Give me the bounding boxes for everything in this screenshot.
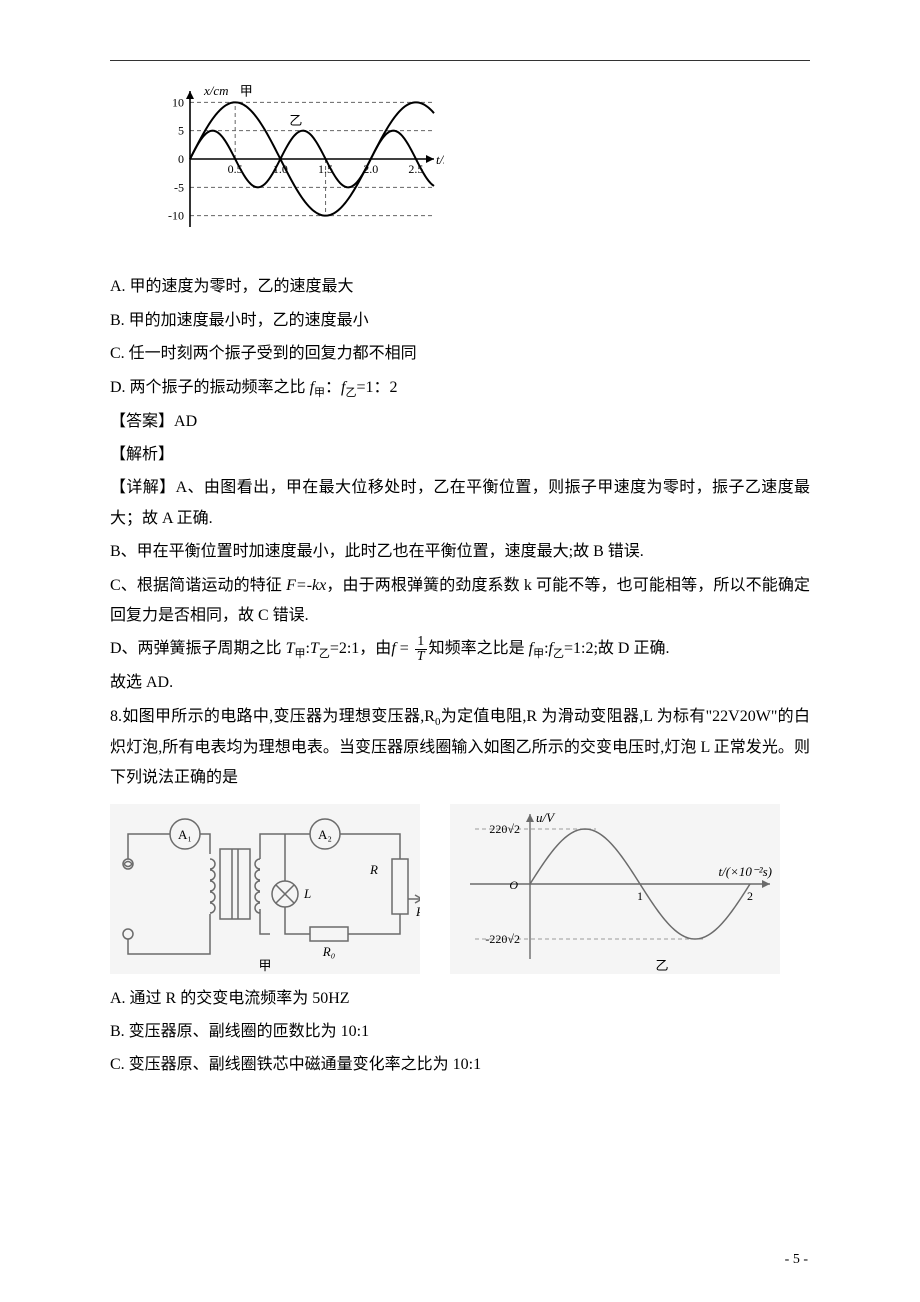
svg-text:-10: -10 [168,209,184,223]
detail-a: 【详解】A、由图看出，甲在最大位移处时，乙在平衡位置，则振子甲速度为零时，振子乙… [110,473,810,534]
jiexi-label: 【解析】 [110,440,810,470]
svg-text:1: 1 [637,889,643,903]
detail-label: 【详解】 [110,479,176,496]
detail-d: D、两弹簧振子周期之比 T甲:T乙=2:1，由f = 1T知频率之比是 f甲:f… [110,634,810,665]
sym-f-jia-sub-2: 甲 [533,649,544,661]
detail-c-pre: C、根据简谐运动的特征 [110,577,286,594]
svg-text:2: 2 [747,889,753,903]
option-b: B. 甲的加速度最小时，乙的速度最小 [110,306,810,336]
q8-option-b: B. 变压器原、副线圈的匝数比为 10:1 [110,1017,810,1047]
detail-d-mid2: 知频率之比是 [429,640,529,657]
detail-d-pre: D、两弹簧振子周期之比 [110,640,286,657]
q8-option-a: A. 通过 R 的交变电流频率为 50HZ [110,984,810,1014]
option-c: C. 任一时刻两个振子受到的回复力都不相同 [110,339,810,369]
voltage-sine-plot: 220√2 -220√2 O 1 2 u/V t/(×10⁻²s) 乙 [450,804,780,974]
sym-T-yi: T [310,640,319,657]
answer-line: 【答案】AD [110,407,810,437]
svg-text:P: P [415,904,420,919]
page-number: - 5 - [785,1247,808,1274]
oscillation-chart-svg: -10-505100.51.01.52.02.5x/cmt/s甲乙 [144,81,444,251]
sym-T-jia-sub: 甲 [294,649,305,661]
answer-value: AD [174,413,197,430]
circuit-diagram: A₁ A₂ L R₀ R P 甲 [110,804,420,974]
svg-text:u/V: u/V [536,810,556,825]
fraction-1-over-T: 1T [415,635,427,664]
detail-b: B、甲在平衡位置时加速度最小，此时乙也在平衡位置，速度最大;故 B 错误. [110,537,810,567]
svg-text:-220√2: -220√2 [485,932,520,946]
svg-text:t/s: t/s [436,152,444,167]
svg-text:5: 5 [178,124,184,138]
svg-text:t/(×10⁻²s): t/(×10⁻²s) [719,864,772,879]
frac-den: T [415,650,427,664]
frac-num: 1 [415,635,427,650]
svg-text:L: L [303,886,311,901]
svg-text:0: 0 [178,152,184,166]
option-d-mid: ： [325,379,341,396]
sym-T-yi-sub: 乙 [319,649,330,661]
svg-text:R₀: R₀ [322,944,335,959]
svg-text:A₁: A₁ [178,827,192,842]
svg-text:甲: 甲 [240,84,253,99]
detail-c: C、根据简谐运动的特征 F=-kx，由于两根弹簧的劲度系数 k 可能不等，也可能… [110,571,810,632]
q8-option-c: C. 变压器原、副线圈铁芯中磁通量变化率之比为 10:1 [110,1050,810,1080]
svg-text:x/cm: x/cm [203,83,229,98]
svg-text:10: 10 [172,95,184,109]
detail-a-text: A、由图看出，甲在最大位移处时，乙在平衡位置，则振子甲速度为零时，振子乙速度最大… [110,479,810,526]
detail-d-post: =1:2;故 D 正确. [564,640,669,657]
answer-label: 【答案】 [110,413,174,430]
svg-text:A₂: A₂ [318,827,332,842]
option-d: D. 两个振子的振动频率之比 f甲：f乙=1：2 [110,373,810,404]
option-d-post: =1：2 [356,379,397,396]
svg-text:-5: -5 [174,180,184,194]
option-a: A. 甲的速度为零时，乙的速度最大 [110,272,810,302]
detail-c-eq: F=-kx [286,577,326,594]
sym-f-jia-sub: 甲 [314,387,325,399]
detail-d-eqsign: = [396,640,413,657]
q8-stem: 8.如图甲所示的电路中,变压器为理想变压器,R0为定值电阻,R 为滑动变阻器,L… [110,702,810,794]
detail-d-eq1: =2:1，由 [330,640,391,657]
svg-text:R: R [369,862,378,877]
svg-text:甲: 甲 [258,958,271,973]
q8-figure-row: A₁ A₂ L R₀ R P 甲 220√2 -220√2 O 1 2 u/V t/(×10⁻²s) 乙 [110,804,810,974]
sym-f-yi-sub: 乙 [345,387,356,399]
svg-text:乙: 乙 [289,113,302,128]
sym-f-yi-sub-2: 乙 [553,649,564,661]
option-d-pre: D. 两个振子的振动频率之比 [110,379,310,396]
svg-text:乙: 乙 [655,958,668,973]
detail-final: 故选 AD. [110,668,810,698]
svg-text:220√2: 220√2 [489,822,520,836]
q8-stem-1: 8.如图甲所示的电路中,变压器为理想变压器,R [110,708,435,725]
oscillation-chart: -10-505100.51.01.52.02.5x/cmt/s甲乙 [144,81,810,262]
svg-text:O: O [509,878,518,892]
top-horizontal-rule [110,60,810,61]
